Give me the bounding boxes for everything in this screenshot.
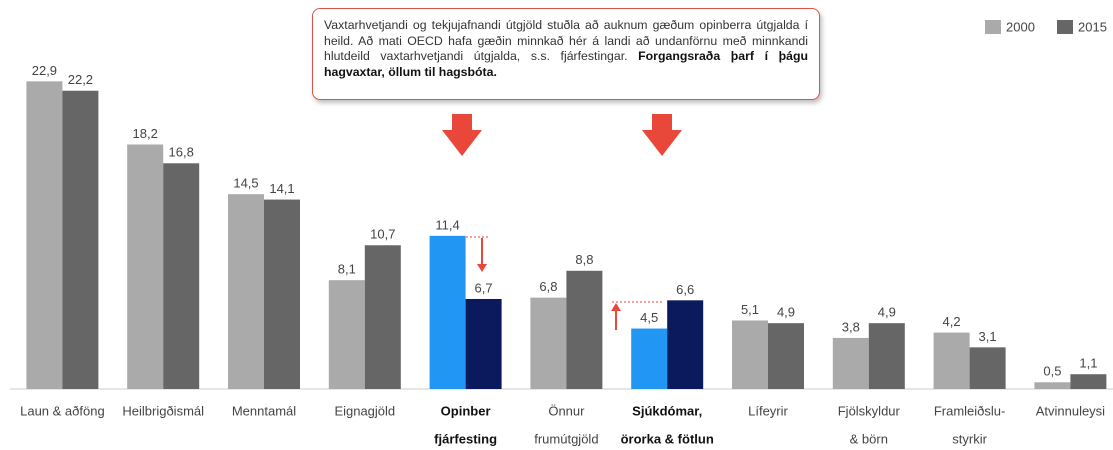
callout-arrows <box>442 114 682 156</box>
value-label: 3,8 <box>842 319 860 334</box>
bar <box>328 280 365 389</box>
bar <box>465 298 502 389</box>
x-tick-label: Lífeyrir <box>748 403 788 418</box>
bar <box>732 320 768 389</box>
x-tick-label: Laun & aðföng <box>20 403 105 418</box>
x-tick-label: Eignagjöld <box>334 403 395 418</box>
value-label: 14,1 <box>269 181 294 196</box>
value-label: 22,2 <box>68 72 93 87</box>
value-label: 0,5 <box>1043 364 1061 379</box>
change-arrows <box>466 236 664 330</box>
bar <box>1034 382 1071 389</box>
value-label: 5,1 <box>741 302 759 317</box>
x-tick-label: Menntamál <box>232 403 296 418</box>
x-tick-label: frumútgjöld <box>534 431 598 446</box>
x-tick-label: Fjölskyldur <box>838 403 901 418</box>
bar <box>1070 374 1107 389</box>
bar <box>832 337 869 389</box>
x-tick-label: & börn <box>850 431 888 446</box>
x-tick-label: Opinber <box>441 403 491 418</box>
x-tick-label: Önnur <box>548 403 585 418</box>
value-label: 4,5 <box>640 310 658 325</box>
bar <box>933 332 970 389</box>
bar <box>868 323 905 389</box>
legend-swatch <box>985 20 1001 34</box>
bar <box>62 90 99 389</box>
bar <box>429 235 466 389</box>
value-label: 8,8 <box>575 252 593 267</box>
bar <box>163 163 200 389</box>
x-tick-label: Sjúkdómar, <box>632 403 702 418</box>
value-label: 8,1 <box>338 262 356 277</box>
value-label: 14,5 <box>233 176 258 191</box>
x-tick-label: Heilbrigðismál <box>122 403 204 418</box>
bar <box>667 300 704 389</box>
bar <box>127 144 164 389</box>
value-label: 1,1 <box>1079 356 1097 371</box>
x-tick-label: örorka & fötlun <box>621 431 714 446</box>
bar <box>566 270 603 389</box>
x-tick-label: styrkir <box>952 431 987 446</box>
annotation-bold: Forgangsraða þarf í þágu hagvaxtar, öllu… <box>324 49 808 79</box>
bar <box>264 199 300 389</box>
value-label: 22,9 <box>32 63 57 78</box>
value-label: 4,9 <box>777 305 795 320</box>
value-label: 4,9 <box>878 305 896 320</box>
x-tick-label: Framleiðslu- <box>934 403 1006 418</box>
legend-label: 2000 <box>1006 19 1035 34</box>
value-label: 6,8 <box>539 279 557 294</box>
bar <box>631 328 668 389</box>
bar <box>969 347 1006 389</box>
bar <box>26 81 63 389</box>
value-label: 6,7 <box>475 280 493 295</box>
legend-swatch <box>1057 20 1073 34</box>
value-label: 18,2 <box>133 126 158 141</box>
value-label: 11,4 <box>435 217 459 232</box>
value-label: 4,2 <box>943 314 961 329</box>
bar <box>364 245 401 389</box>
legend-label: 2015 <box>1078 19 1107 34</box>
annotation: Vaxtarhvetjandi og tekjujafnandi útgjöld… <box>312 8 820 100</box>
value-label: 10,7 <box>370 227 395 242</box>
value-label: 6,6 <box>676 282 694 297</box>
bar <box>768 323 804 389</box>
value-label: 16,8 <box>169 145 194 160</box>
bar <box>228 194 264 389</box>
x-tick-label: fjárfesting <box>434 431 497 446</box>
value-label: 3,1 <box>979 329 997 344</box>
bar <box>530 297 567 389</box>
annotation-text: Vaxtarhvetjandi og tekjujafnandi útgjöld… <box>324 18 808 63</box>
x-tick-label: Atvinnuleysi <box>1036 403 1105 418</box>
